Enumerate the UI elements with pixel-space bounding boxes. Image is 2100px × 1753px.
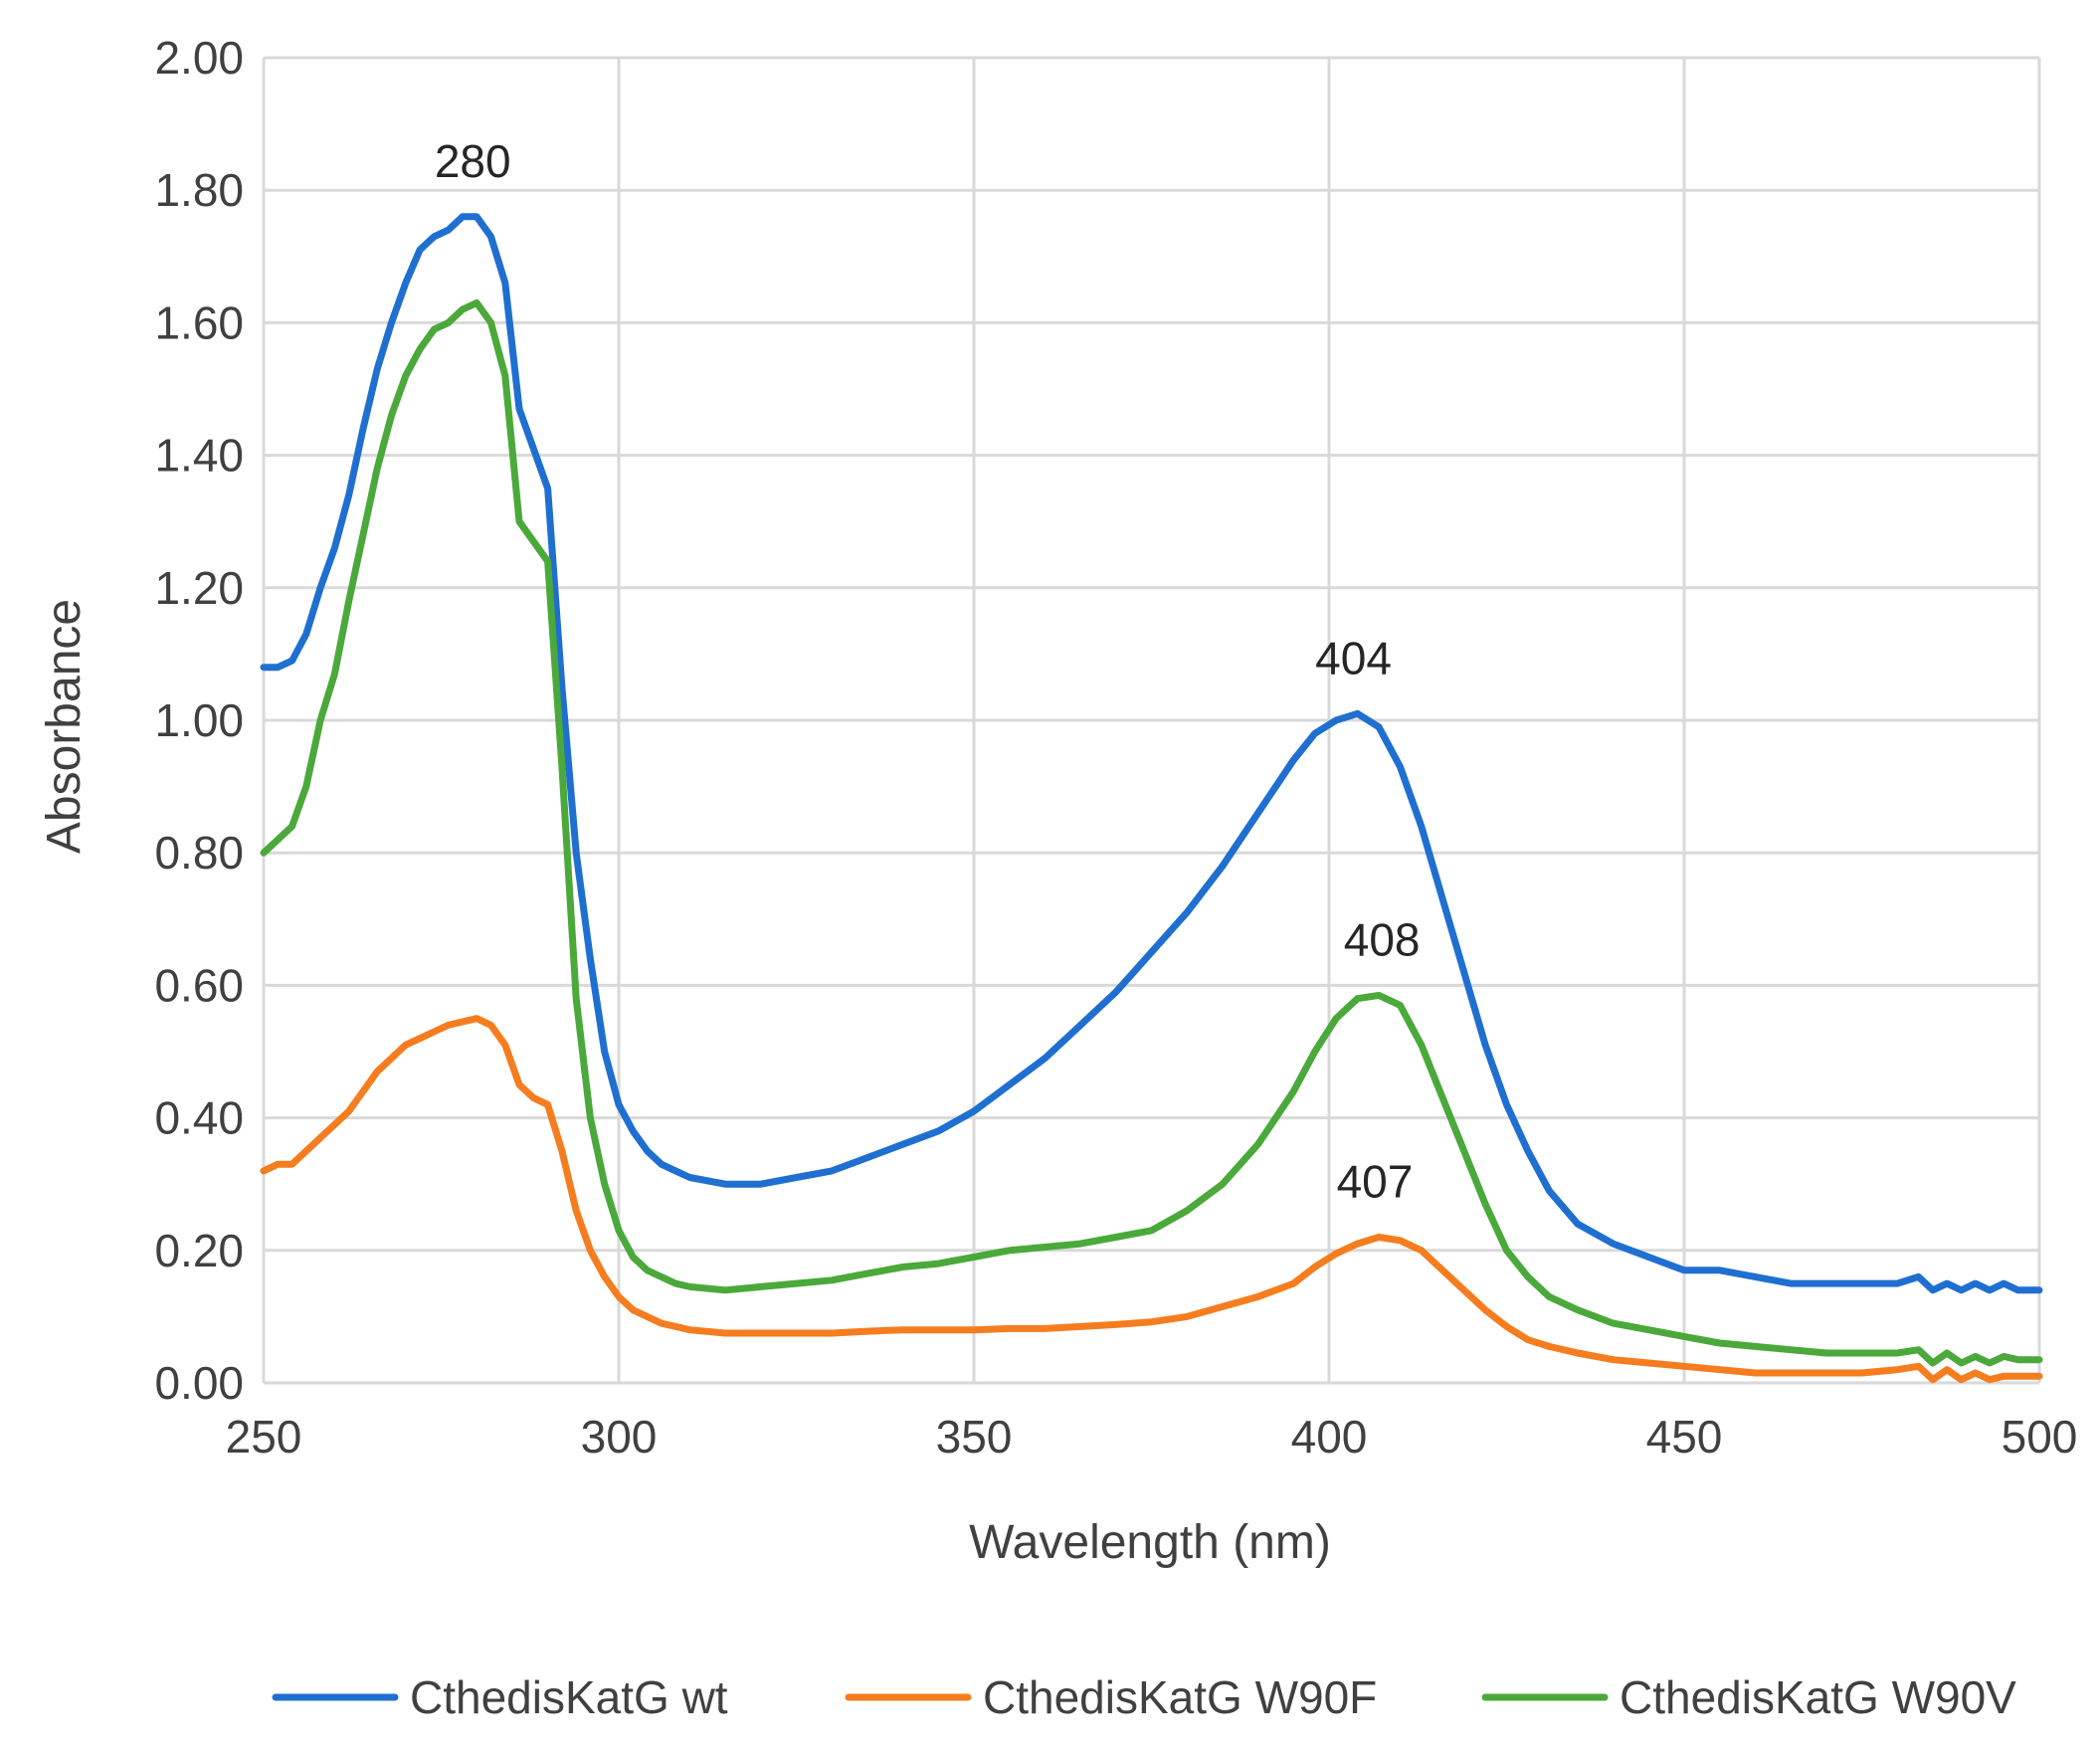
series-line-1 [260,213,2043,1294]
x-axis-title: Wavelength (nm) [969,1516,1331,1569]
legend: CthedisKatG wt CthedisKatG W90F CthedisKat… [272,1671,2016,1723]
peak-label: 408 [1344,913,1421,965]
grid-lines [262,56,2041,1385]
y-axis-title: Absorbance [38,599,91,854]
y-tick-label: 1.60 [154,296,244,348]
x-tick-label: 300 [581,1411,658,1462]
x-tick-label: 250 [226,1411,302,1462]
legend-item: CthedisKatG W90F [845,1671,1377,1723]
y-tick-label: 1.40 [154,430,244,482]
legend-label: CthedisKatG W90F [983,1671,1377,1723]
x-tick-label: 400 [1291,1411,1368,1462]
series-lines [260,213,2043,1384]
x-axis-ticks: 250 300 350 400 450 500 [226,1411,2078,1462]
x-tick-label: 450 [1646,1411,1723,1462]
y-tick-label: 0.40 [154,1092,244,1144]
peak-label: 404 [1315,632,1392,683]
peak-label: 280 [435,135,511,187]
y-tick-label: 2.00 [154,32,244,84]
x-tick-label: 350 [936,1411,1013,1462]
legend-item: CthedisKatG wt [272,1671,728,1723]
y-tick-label: 1.00 [154,694,244,746]
y-tick-label: 1.20 [154,562,244,614]
legend-item: CthedisKatG W90V [1481,1671,2016,1723]
y-tick-label: 0.00 [154,1357,244,1409]
x-tick-label: 500 [2002,1411,2078,1462]
legend-label: CthedisKatG W90V [1620,1671,2016,1723]
series-line-3 [260,298,2043,1367]
legend-label: CthedisKatG wt [410,1671,728,1723]
y-tick-label: 0.20 [154,1225,244,1276]
series-line-2 [260,1015,2043,1384]
peak-annotations: 280 404 408 407 [435,135,1421,1208]
peak-label: 407 [1337,1155,1414,1207]
y-tick-label: 1.80 [154,164,244,216]
y-axis-ticks: 0.00 0.20 0.40 0.60 0.80 1.00 1.20 1.40 1.60 1.80… [154,32,244,1409]
y-tick-label: 0.60 [154,959,244,1011]
y-tick-label: 0.80 [154,827,244,878]
